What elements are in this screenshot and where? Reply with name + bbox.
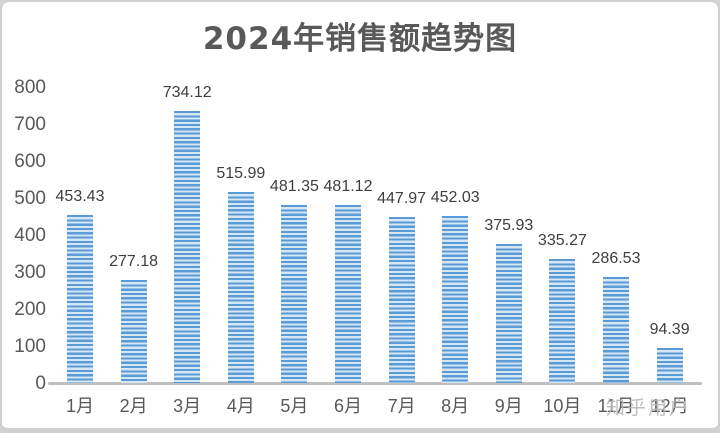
y-axis-tick-label: 600 xyxy=(14,151,46,172)
data-label: 452.03 xyxy=(430,189,480,206)
y-axis-tick-label: 500 xyxy=(14,188,46,209)
chart-title: 2024年销售额趋势图 xyxy=(202,21,518,57)
bar-12月 xyxy=(656,348,683,383)
bar-4月 xyxy=(227,192,254,383)
x-axis-tick-label: 9月 xyxy=(494,396,523,416)
data-label: 515.99 xyxy=(216,165,266,182)
bar-9月 xyxy=(495,244,522,383)
bar-2月 xyxy=(120,280,147,383)
bar-11月 xyxy=(603,277,629,383)
x-axis-tick-label: 4月 xyxy=(226,396,255,416)
x-axis-tick-label: 2月 xyxy=(119,396,148,416)
x-axis-tick-label: 6月 xyxy=(333,396,362,416)
bar-6月 xyxy=(335,205,361,383)
data-label: 286.53 xyxy=(591,250,641,267)
x-axis-tick-label: 8月 xyxy=(441,396,470,416)
y-axis-tick-label: 0 xyxy=(35,373,46,394)
bar-1月 xyxy=(67,215,93,383)
x-axis-tick-label: 11月 xyxy=(597,396,635,416)
x-axis-tick-label: 3月 xyxy=(173,396,202,416)
data-label: 447.97 xyxy=(377,190,427,207)
y-axis-tick-label: 300 xyxy=(14,262,46,283)
bar-7月 xyxy=(388,217,415,383)
data-label: 481.35 xyxy=(269,178,319,195)
y-axis-tick-label: 700 xyxy=(14,114,46,135)
data-label: 335.27 xyxy=(537,232,587,249)
watermark-text: 知乎用户 xyxy=(606,398,691,419)
bar-10月 xyxy=(549,259,576,383)
x-axis-line xyxy=(48,382,702,385)
y-axis-tick-label: 200 xyxy=(14,299,46,320)
bar-5月 xyxy=(281,205,308,383)
data-label: 94.39 xyxy=(649,321,690,338)
x-axis-tick-label: 5月 xyxy=(280,396,309,416)
y-axis-tick-label: 400 xyxy=(14,225,46,246)
y-axis-tick-label: 800 xyxy=(14,77,46,98)
x-axis-tick-label: 12月 xyxy=(650,396,689,416)
bar-8月 xyxy=(442,216,469,383)
y-axis-tick-label: 100 xyxy=(14,336,46,357)
bar-3月 xyxy=(174,111,201,383)
x-axis-tick-label: 1月 xyxy=(65,396,94,416)
data-label: 481.12 xyxy=(323,178,373,195)
x-axis-tick-label: 7月 xyxy=(387,396,416,416)
data-label: 734.12 xyxy=(162,84,212,101)
data-label: 375.93 xyxy=(484,217,534,234)
data-label: 277.18 xyxy=(109,253,159,270)
data-label: 453.43 xyxy=(55,188,105,205)
x-axis-tick-label: 10月 xyxy=(543,396,582,416)
